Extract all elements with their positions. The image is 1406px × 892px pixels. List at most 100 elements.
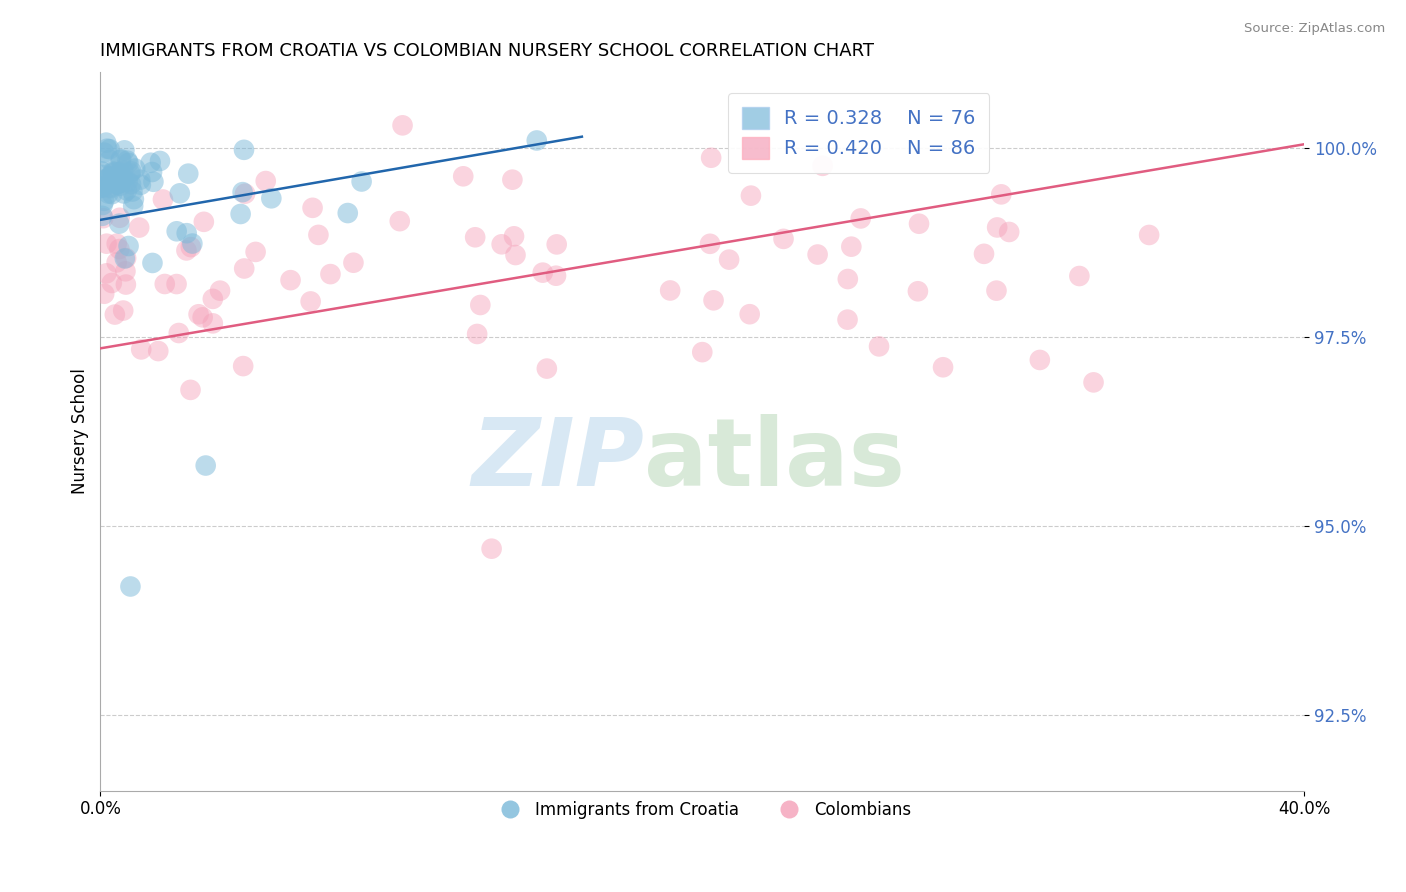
Point: [167, 326, 190, 340]
Text: Source: ZipAtlas.com: Source: ZipAtlas.com: [1244, 22, 1385, 36]
Point: [388, 214, 411, 228]
Point: [232, 359, 254, 373]
Point: [122, 192, 145, 206]
Point: [101, 164, 124, 178]
Point: [90, 168, 112, 182]
Point: [108, 166, 131, 180]
Point: [350, 174, 373, 188]
Point: [481, 541, 503, 556]
Point: [149, 153, 172, 168]
Point: [849, 211, 872, 226]
Point: [98, 142, 121, 156]
Point: [105, 177, 128, 191]
Point: [90, 181, 112, 195]
Point: [90, 164, 112, 178]
Point: [94, 136, 117, 150]
Point: [544, 268, 567, 283]
Point: [105, 236, 128, 251]
Point: [128, 220, 150, 235]
Point: [96, 266, 118, 280]
Point: [740, 188, 762, 202]
Point: [114, 264, 136, 278]
Point: [299, 294, 322, 309]
Point: [114, 252, 136, 266]
Point: [260, 191, 283, 205]
Point: [232, 185, 254, 199]
Point: [129, 172, 152, 186]
Point: [142, 175, 165, 189]
Point: [110, 153, 132, 167]
Point: [121, 185, 143, 199]
Point: [702, 293, 724, 308]
Point: [105, 178, 128, 192]
Point: [169, 186, 191, 201]
Point: [465, 326, 488, 341]
Point: [112, 163, 135, 178]
Point: [1083, 376, 1105, 390]
Point: [245, 244, 267, 259]
Point: [117, 156, 139, 170]
Point: [93, 172, 115, 186]
Point: [659, 284, 682, 298]
Point: [90, 180, 112, 194]
Point: [141, 165, 163, 179]
Point: [129, 343, 152, 357]
Point: [301, 201, 323, 215]
Point: [148, 344, 170, 359]
Point: [209, 284, 232, 298]
Point: [868, 339, 890, 353]
Point: [280, 273, 302, 287]
Point: [699, 236, 721, 251]
Point: [112, 303, 135, 318]
Point: [1137, 227, 1160, 242]
Point: [104, 169, 127, 184]
Point: [491, 237, 513, 252]
Legend: Immigrants from Croatia, Colombians: Immigrants from Croatia, Colombians: [486, 794, 918, 825]
Point: [526, 133, 548, 147]
Point: [181, 236, 204, 251]
Point: [108, 242, 131, 256]
Point: [1029, 353, 1052, 368]
Point: [93, 194, 115, 208]
Point: [841, 240, 863, 254]
Point: [117, 174, 139, 188]
Point: [91, 211, 114, 226]
Point: [112, 186, 135, 201]
Point: [96, 142, 118, 156]
Point: [114, 144, 136, 158]
Point: [201, 292, 224, 306]
Point: [117, 239, 139, 253]
Point: [772, 232, 794, 246]
Point: [153, 277, 176, 291]
Point: [233, 261, 256, 276]
Point: [108, 178, 131, 193]
Point: [108, 169, 131, 184]
Point: [738, 307, 761, 321]
Point: [101, 276, 124, 290]
Point: [307, 227, 329, 242]
Point: [1069, 268, 1091, 283]
Point: [98, 180, 121, 194]
Point: [690, 345, 713, 359]
Point: [124, 161, 146, 176]
Point: [201, 317, 224, 331]
Point: [104, 165, 127, 179]
Point: [120, 177, 142, 191]
Point: [177, 167, 200, 181]
Point: [122, 199, 145, 213]
Point: [501, 172, 523, 186]
Y-axis label: Nursery School: Nursery School: [72, 368, 89, 494]
Point: [166, 224, 188, 238]
Point: [91, 198, 114, 212]
Point: [187, 307, 209, 321]
Point: [120, 164, 142, 178]
Point: [233, 186, 256, 201]
Point: [120, 166, 142, 180]
Point: [97, 171, 120, 186]
Point: [105, 255, 128, 269]
Point: [110, 153, 132, 167]
Point: [233, 143, 256, 157]
Point: [111, 172, 134, 186]
Point: [718, 252, 741, 267]
Point: [973, 247, 995, 261]
